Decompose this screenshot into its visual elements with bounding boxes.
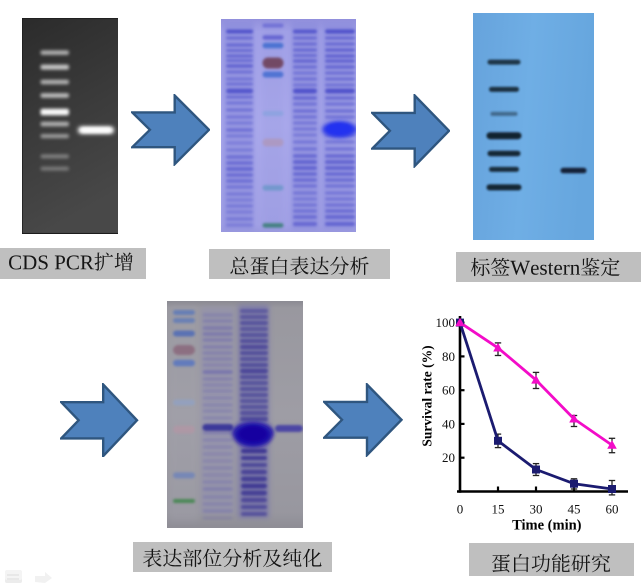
svg-text:100: 100 [436, 315, 456, 330]
svg-text:20: 20 [442, 450, 455, 465]
svg-text:60: 60 [606, 502, 619, 517]
svg-text:40: 40 [442, 416, 455, 431]
svg-text:80: 80 [442, 349, 455, 364]
svg-text:30: 30 [530, 502, 543, 517]
svg-text:15: 15 [492, 502, 505, 517]
svg-text:0: 0 [457, 502, 464, 517]
svg-text:Time (min): Time (min) [512, 518, 582, 534]
svg-text:60: 60 [442, 383, 455, 398]
svg-text:45: 45 [568, 502, 581, 517]
svg-text:Survival rate (%): Survival rate (%) [420, 345, 435, 446]
